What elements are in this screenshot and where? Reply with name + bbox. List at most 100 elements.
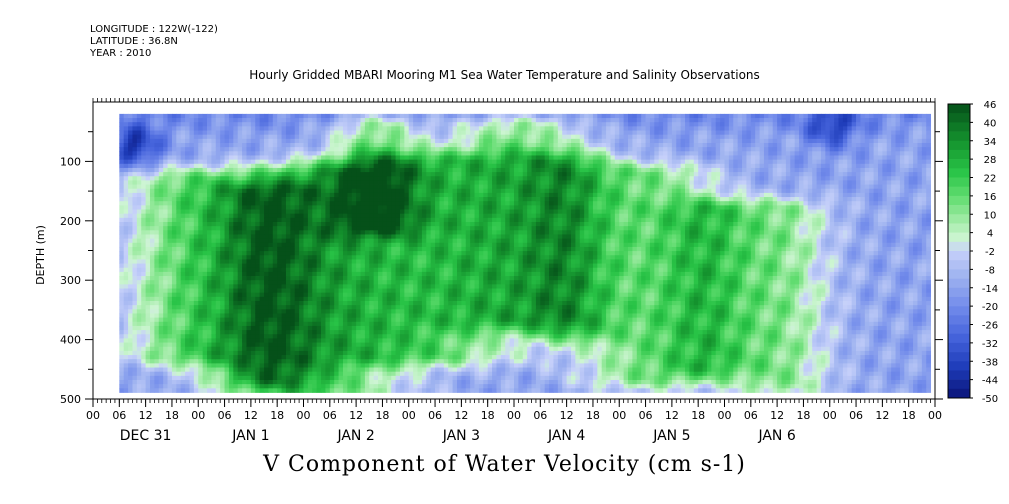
heatmap-cell [189,267,195,273]
heatmap-cell [408,122,414,127]
heatmap-cell [395,296,401,302]
heatmap-cell [378,238,383,244]
heatmap-cell [132,118,138,123]
heatmap-cell [215,280,221,285]
heatmap-cell [207,242,212,248]
heatmap-cell [158,130,164,136]
heatmap-cell [250,330,256,335]
heatmap-cell [123,363,129,368]
heatmap-cell [281,201,287,206]
heatmap-cell [268,167,274,173]
heatmap-cell [399,271,405,277]
heatmap-cell [255,379,261,385]
heatmap-cell [176,271,182,277]
heatmap-cell [242,201,247,206]
heatmap-cell [150,309,155,314]
heatmap-cell [338,255,344,260]
heatmap-cell [347,313,353,319]
heatmap-cell [321,388,326,393]
heatmap-cell [180,151,186,156]
heatmap-cell [347,284,353,289]
heatmap-cell [435,330,440,335]
heatmap-cell [421,122,427,127]
heatmap-cell [408,280,414,285]
heatmap-cell [399,305,405,310]
heatmap-cell [171,230,177,235]
heatmap-cell [264,217,269,223]
heatmap-cell [413,267,418,273]
heatmap-cell [342,134,348,140]
heatmap-cell [316,159,322,165]
heatmap-cell [128,234,133,240]
heatmap-cell [382,167,388,173]
heatmap-cell [272,155,278,161]
heatmap-cell [334,342,339,348]
heatmap-cell [150,284,155,289]
heatmap-cell [378,242,383,248]
heatmap-cell [250,355,256,360]
heatmap-cell [360,317,366,323]
heatmap-cell [426,242,432,248]
heatmap-cell [180,271,186,277]
heatmap-cell [364,188,370,194]
heatmap-cell [413,159,418,165]
heatmap-cell [408,159,414,165]
heatmap-cell [294,313,300,319]
heatmap-cell [299,213,304,219]
heatmap-cell [395,367,401,373]
heatmap-cell [132,375,138,381]
heatmap-cell [180,325,186,331]
heatmap-cell [299,147,304,152]
heatmap-cell [347,271,353,277]
heatmap-cell [378,292,383,298]
heatmap-cell [150,305,155,310]
heatmap-cell [285,334,291,339]
heatmap-cell [259,217,265,223]
heatmap-cell [180,355,186,360]
heatmap-cell [404,359,410,364]
heatmap-cell [237,209,243,215]
heatmap-cell [185,234,190,240]
heatmap-cell [207,355,212,360]
heatmap-cell [202,118,208,123]
heatmap-cell [268,134,274,140]
heatmap-cell [141,246,147,252]
heatmap-cell [211,192,217,198]
heatmap-cell [228,197,234,202]
heatmap-cell [193,138,199,144]
heatmap-cell [202,238,208,244]
heatmap-cell [391,234,396,240]
heatmap-cell [176,205,182,210]
heatmap-cell [193,142,199,148]
heatmap-cell [224,367,230,373]
heatmap-cell [185,155,190,161]
heatmap-cell [351,317,357,323]
heatmap-cell [360,338,366,343]
heatmap-cell [391,346,396,352]
heatmap-cell [233,363,239,368]
heatmap-cell [163,379,168,385]
heatmap-cell [439,217,445,223]
heatmap-cell [136,172,142,177]
heatmap-cell [233,163,239,169]
heatmap-cell [391,296,396,302]
heatmap-cell [303,176,309,181]
heatmap-cell [443,221,449,227]
heatmap-cell [163,338,168,343]
heatmap-cell [228,138,234,144]
heatmap-cell [185,217,190,223]
heatmap-cell [145,205,151,210]
heatmap-cell [145,371,151,377]
heatmap-cell [364,371,370,377]
heatmap-cell [207,375,212,381]
heatmap-cell [163,197,168,202]
heatmap-cell [224,159,230,165]
heatmap-cell [176,330,182,335]
heatmap-cell [176,167,182,173]
heatmap-cell [391,359,396,364]
heatmap-cell [119,371,125,377]
heatmap-cell [360,375,366,381]
heatmap-cell [189,147,195,152]
heatmap-cell [268,271,274,277]
heatmap-cell [329,134,335,140]
